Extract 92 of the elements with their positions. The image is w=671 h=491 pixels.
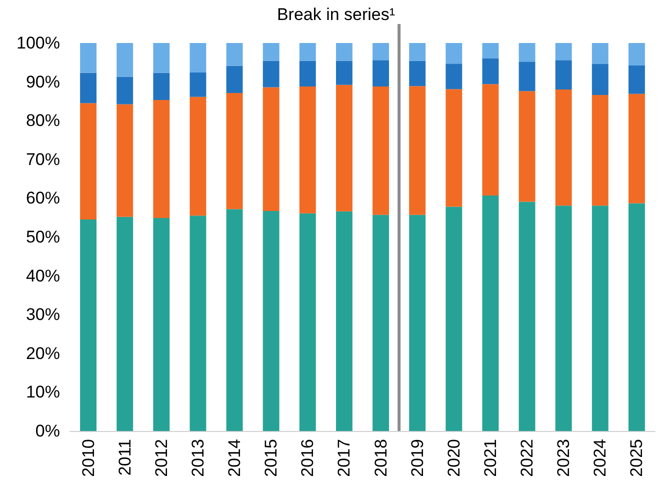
bar — [226, 93, 243, 210]
bar — [226, 43, 243, 66]
bar — [446, 64, 462, 90]
bar — [592, 43, 608, 64]
bar — [336, 84, 352, 212]
bar — [80, 220, 97, 431]
bar — [592, 94, 608, 206]
x-tick-label: 2013 — [188, 439, 208, 477]
x-tick-label: 2017 — [334, 439, 354, 477]
bar — [628, 203, 645, 431]
y-tick-label: 40% — [26, 266, 60, 286]
x-tick-label: 2019 — [408, 439, 427, 477]
x-tick-label: 2011 — [115, 439, 134, 476]
bar — [592, 206, 608, 431]
bar — [226, 209, 243, 431]
y-tick-label: 30% — [26, 305, 60, 324]
x-tick-label: 2010 — [78, 439, 98, 477]
bar — [153, 218, 170, 431]
bar — [446, 89, 462, 207]
y-tick-label: 90% — [26, 72, 60, 92]
bar — [299, 43, 316, 61]
bar — [372, 60, 390, 86]
bar — [80, 103, 97, 220]
bar — [262, 211, 280, 431]
bar — [116, 43, 134, 77]
bar — [153, 43, 170, 73]
x-tick-label: 2018 — [371, 439, 390, 477]
x-tick-label: 2012 — [152, 439, 171, 477]
bar — [592, 64, 608, 95]
bar — [482, 43, 499, 59]
bar — [372, 214, 390, 431]
bar — [116, 76, 134, 104]
bar — [518, 62, 536, 92]
x-tick-label: 2023 — [554, 439, 574, 477]
bar — [262, 60, 280, 88]
bar — [482, 84, 499, 196]
bar — [336, 211, 352, 431]
bar — [482, 195, 499, 431]
bar — [153, 100, 170, 218]
bar — [299, 60, 316, 86]
bar — [518, 91, 536, 202]
bar — [409, 214, 426, 431]
bar — [628, 94, 645, 204]
y-tick-label: 60% — [26, 188, 60, 208]
bar — [372, 86, 390, 215]
x-tick-label: 2025 — [627, 439, 646, 477]
bar — [190, 96, 206, 216]
bar — [446, 206, 462, 431]
bar — [190, 72, 206, 97]
x-tick-label: 2024 — [590, 439, 610, 477]
bar — [262, 43, 280, 61]
x-tick-label: 2015 — [262, 439, 281, 477]
bar — [190, 43, 206, 72]
y-tick-label: 100% — [16, 34, 60, 52]
bar — [153, 72, 170, 100]
bar — [555, 43, 572, 60]
bar — [628, 43, 645, 66]
text: Break in series¹ — [276, 5, 396, 24]
y-tick-label: 70% — [26, 150, 60, 169]
bar — [190, 216, 206, 431]
bar — [409, 86, 426, 215]
x-tick-label: 2021 — [480, 439, 500, 477]
bar — [80, 43, 97, 73]
y-tick-label: 50% — [26, 228, 60, 246]
bar — [80, 72, 97, 104]
y-tick-label: 80% — [26, 111, 60, 130]
bar — [482, 58, 499, 84]
bar — [555, 90, 572, 206]
bar — [299, 213, 316, 431]
bar — [262, 87, 280, 212]
bar — [336, 60, 352, 85]
bar — [555, 60, 572, 90]
bar — [116, 104, 134, 217]
bar — [372, 43, 390, 60]
bar — [518, 43, 536, 62]
y-tick-label: 0% — [35, 422, 60, 440]
x-tick-label: 2016 — [298, 439, 318, 477]
x-tick-label: 2022 — [518, 439, 537, 477]
bar — [409, 43, 426, 61]
y-tick-label: 10% — [26, 382, 60, 402]
bar — [116, 216, 134, 431]
bar — [336, 43, 352, 61]
bar — [226, 66, 243, 94]
x-tick-label: 2020 — [444, 439, 464, 477]
x-tick-label: 2014 — [225, 439, 244, 477]
bar — [299, 86, 316, 214]
bar — [409, 60, 426, 86]
bar — [628, 66, 645, 94]
bar — [555, 206, 572, 431]
bar — [446, 43, 462, 64]
bar — [518, 202, 536, 431]
y-tick-label: 20% — [26, 344, 60, 363]
